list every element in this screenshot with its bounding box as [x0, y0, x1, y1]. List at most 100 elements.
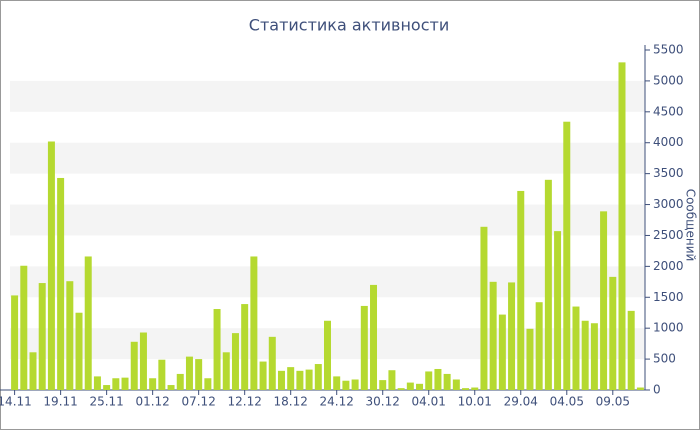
bar — [103, 385, 111, 390]
bar — [333, 376, 341, 390]
y-tick-label: 5000 — [653, 73, 684, 87]
bar — [66, 281, 74, 390]
bar — [572, 306, 580, 390]
x-tick-label: 12.12 — [227, 395, 261, 409]
x-tick-label: 29.04 — [504, 395, 538, 409]
x-tick-label: 01.12 — [135, 395, 169, 409]
bar — [167, 385, 175, 390]
y-tick-label: 4000 — [653, 135, 684, 149]
x-tick-label: 25.11 — [89, 395, 123, 409]
bar — [388, 370, 396, 390]
bar — [480, 226, 488, 390]
bar — [471, 387, 479, 390]
y-tick-label: 3500 — [653, 166, 684, 180]
bar — [241, 304, 249, 390]
bar — [222, 352, 230, 390]
y-tick-label: 0 — [653, 383, 661, 397]
bar — [57, 177, 65, 390]
bar — [296, 370, 304, 390]
x-tick-label: 04.05 — [550, 395, 584, 409]
bar — [544, 179, 552, 390]
grid-band — [10, 80, 645, 112]
y-tick-label: 500 — [653, 352, 676, 366]
bar — [47, 141, 55, 390]
bar — [158, 359, 166, 390]
bar — [379, 380, 387, 390]
x-tick-label: 10.01 — [458, 395, 492, 409]
y-tick-label: 1000 — [653, 321, 684, 335]
bar — [554, 231, 562, 390]
bar — [434, 368, 442, 390]
bar — [416, 383, 424, 390]
bar — [636, 387, 644, 390]
bar — [360, 305, 368, 390]
grid-band — [10, 266, 645, 298]
bar — [112, 378, 120, 390]
bar — [609, 276, 617, 390]
x-tick-label: 19.11 — [43, 395, 77, 409]
bar — [84, 256, 92, 390]
bar — [535, 302, 543, 390]
bar — [185, 356, 193, 390]
bar — [305, 369, 313, 390]
bar — [139, 332, 147, 390]
x-tick-label: 14.11 — [0, 395, 32, 409]
bar — [277, 370, 285, 390]
grid-band — [10, 204, 645, 236]
bar — [498, 314, 506, 390]
bar — [204, 378, 212, 390]
bar — [121, 377, 129, 390]
bar — [581, 320, 589, 390]
bar — [38, 283, 46, 390]
bar — [406, 382, 414, 390]
y-tick-label: 4500 — [653, 104, 684, 118]
bar — [351, 379, 359, 390]
bar — [29, 352, 37, 390]
bar — [397, 388, 405, 390]
x-tick-label: 30.12 — [366, 395, 400, 409]
bar — [250, 256, 258, 390]
bar — [287, 367, 295, 390]
chart-title: Статистика активности — [249, 16, 449, 35]
x-tick-label: 04.01 — [412, 395, 446, 409]
bar — [93, 376, 101, 390]
bar — [526, 328, 534, 390]
bar — [130, 341, 138, 390]
bar — [489, 281, 497, 390]
x-tick-label: 07.12 — [181, 395, 215, 409]
bar — [195, 359, 203, 390]
y-tick-label: 1500 — [653, 290, 684, 304]
bar — [627, 310, 635, 390]
x-tick-label: 18.12 — [274, 395, 308, 409]
bar — [425, 371, 433, 390]
bar — [231, 333, 239, 390]
y-axis-title: Сообщений — [684, 189, 698, 262]
bar — [563, 121, 571, 390]
bar — [213, 309, 221, 390]
y-tick-label: 2500 — [653, 228, 684, 242]
grid-band — [10, 142, 645, 174]
bar — [600, 211, 608, 390]
bar — [324, 320, 331, 390]
bar — [176, 373, 184, 390]
bar — [314, 364, 322, 390]
bar — [75, 312, 83, 390]
bar — [517, 190, 525, 390]
bar — [342, 380, 350, 390]
bar — [443, 373, 451, 390]
y-tick-label: 5500 — [653, 43, 684, 57]
bar — [11, 295, 19, 390]
bar — [590, 323, 598, 390]
bar — [268, 336, 276, 390]
x-tick-label: 09.05 — [596, 395, 630, 409]
bar — [508, 282, 516, 390]
bar — [462, 388, 470, 390]
bar — [452, 379, 460, 390]
bar — [370, 284, 378, 390]
bar — [259, 361, 267, 390]
bar — [20, 265, 28, 390]
y-tick-label: 2000 — [653, 259, 684, 273]
bar — [149, 378, 157, 390]
y-tick-label: 3000 — [653, 197, 684, 211]
